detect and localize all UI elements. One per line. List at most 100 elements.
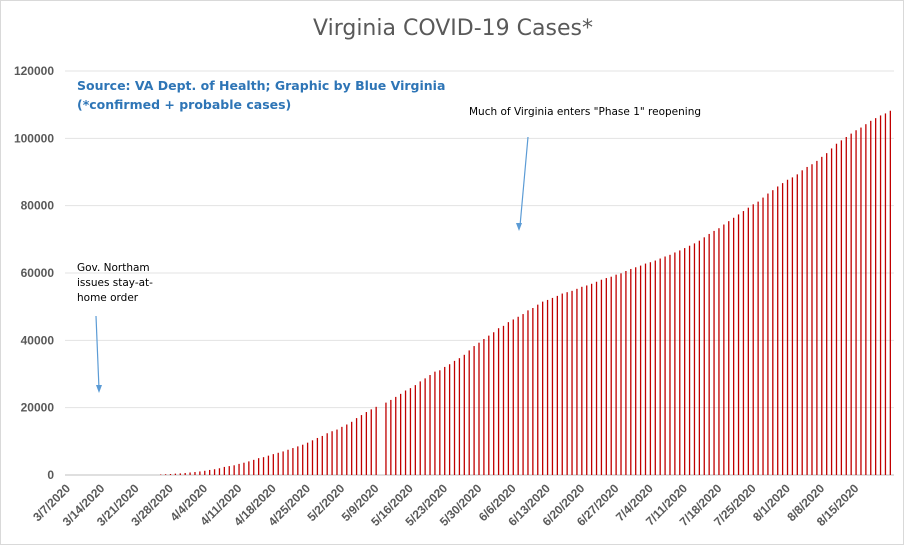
- bar: [850, 133, 852, 475]
- bar: [493, 332, 495, 475]
- annotation-stay-at-home: Gov. Northam issues stay-at- home order: [77, 262, 153, 393]
- bar: [439, 370, 441, 475]
- bar: [708, 233, 710, 475]
- bar: [786, 179, 789, 475]
- bar: [561, 293, 563, 475]
- bar: [267, 455, 270, 475]
- bar: [767, 193, 769, 475]
- bar: [228, 466, 230, 475]
- bar: [757, 201, 759, 476]
- bar: [160, 474, 162, 475]
- annotation-phase-1: Much of Virginia enters "Phase 1" reopen…: [469, 106, 701, 231]
- bar: [184, 472, 186, 475]
- bar: [404, 390, 407, 475]
- bar: [654, 260, 656, 475]
- bar: [556, 295, 558, 475]
- bar: [566, 292, 568, 475]
- source-footnote: (*confirmed + probable cases): [77, 97, 291, 112]
- bar: [590, 283, 593, 475]
- y-tick-label: 80000: [21, 199, 55, 213]
- bar: [649, 262, 652, 475]
- bar: [512, 319, 514, 475]
- arrow-head-icon: [96, 385, 102, 393]
- bar: [674, 252, 676, 475]
- y-tick-label: 100000: [14, 131, 54, 145]
- y-tick-label: 20000: [21, 401, 55, 415]
- bar: [527, 310, 529, 475]
- bar: [488, 335, 490, 475]
- bar: [742, 211, 745, 475]
- bar: [444, 366, 446, 475]
- bar: [355, 418, 358, 475]
- bar: [635, 267, 637, 475]
- bar: [595, 281, 598, 475]
- annotation-line: home order: [77, 292, 139, 304]
- bar: [860, 127, 862, 475]
- bar: [816, 160, 818, 475]
- y-tick-label: 60000: [21, 266, 55, 280]
- bar: [341, 426, 343, 475]
- bar: [688, 245, 691, 475]
- bar: [199, 471, 201, 475]
- y-tick-label: 120000: [14, 64, 54, 78]
- bar: [620, 273, 622, 475]
- bar: [703, 237, 705, 475]
- bar: [331, 431, 333, 475]
- bar: [164, 474, 167, 475]
- bar: [395, 396, 397, 475]
- bar: [732, 217, 735, 475]
- bar: [473, 346, 475, 475]
- bar: [478, 342, 480, 475]
- bar: [826, 153, 828, 475]
- bar: [213, 469, 216, 475]
- bar: [218, 468, 221, 475]
- bar: [336, 429, 338, 475]
- bar: [630, 268, 632, 475]
- bar: [316, 437, 319, 475]
- bar: [302, 444, 304, 475]
- source-note: Source: VA Dept. of Health; Graphic by B…: [77, 78, 445, 93]
- bar: [747, 207, 749, 476]
- annotation-arrow: [95, 315, 100, 390]
- bar: [879, 115, 882, 475]
- bar: [830, 148, 833, 475]
- bar: [370, 409, 372, 475]
- bar: [610, 276, 612, 475]
- bar: [248, 461, 250, 475]
- bar: [233, 465, 235, 475]
- bar: [517, 316, 519, 475]
- bar: [855, 130, 857, 475]
- bar: [806, 166, 808, 475]
- bar: [615, 274, 617, 475]
- bar: [282, 451, 284, 475]
- y-tick-label: 0: [47, 468, 54, 482]
- bar: [664, 256, 666, 475]
- annotation-line: Gov. Northam: [77, 262, 150, 274]
- bar: [419, 381, 421, 475]
- bar: [360, 415, 363, 475]
- bar: [179, 473, 181, 475]
- bar: [865, 124, 867, 476]
- y-axis-ticks: 0 20000 40000 60000 80000 100000 120000: [14, 64, 54, 482]
- bar: [209, 469, 211, 475]
- bar: [223, 466, 226, 475]
- annotation-line: Much of Virginia enters "Phase 1" reopen…: [469, 106, 701, 118]
- bar: [262, 457, 265, 475]
- bar: [522, 314, 524, 475]
- bar: [546, 299, 549, 475]
- bar: [434, 371, 436, 475]
- bar: [463, 354, 465, 475]
- y-tick-label: 40000: [21, 333, 55, 347]
- bar: [684, 248, 686, 475]
- chart-title: Virginia COVID-19 Cases*: [313, 16, 593, 41]
- bar: [781, 183, 784, 476]
- bar: [507, 322, 510, 475]
- x-axis-ticks: 3/7/20203/14/20203/21/20203/28/20204/4/2…: [30, 481, 862, 529]
- bar: [277, 452, 279, 475]
- bar: [448, 364, 451, 475]
- bar: [605, 278, 607, 475]
- bar: [796, 174, 798, 475]
- bar: [659, 258, 661, 475]
- bar: [287, 449, 289, 475]
